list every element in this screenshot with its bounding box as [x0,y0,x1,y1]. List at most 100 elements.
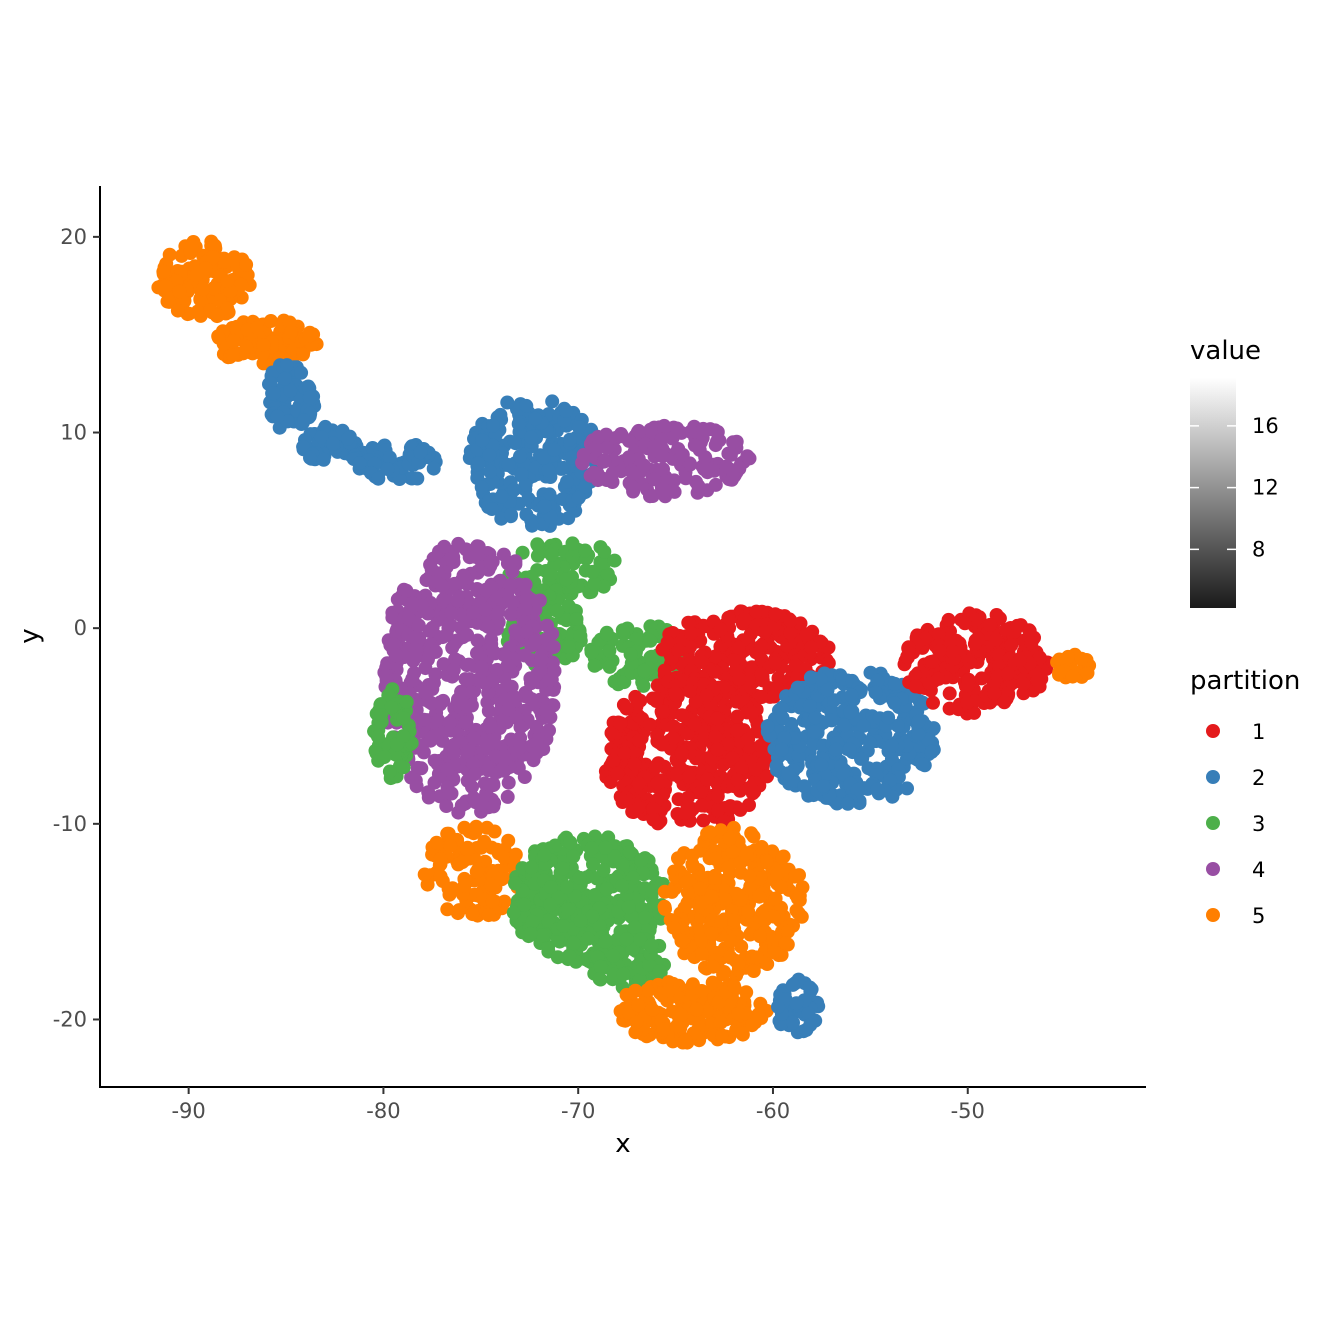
partition-legend-label-4: 4 [1252,858,1265,882]
data-point-partition-4 [405,596,420,611]
data-point-partition-4 [539,704,554,718]
data-point-partition-3 [633,932,648,947]
data-point-partition-1 [631,800,646,815]
data-point-partition-1 [799,627,814,642]
data-point-partition-2 [559,404,574,418]
data-point-partition-3 [567,889,582,904]
data-point-partition-1 [974,671,989,686]
data-point-partition-5 [708,851,723,866]
data-point-partition-4 [411,761,426,775]
data-point-partition-2 [827,693,842,708]
data-point-partition-2 [410,471,425,486]
data-point-partition-4 [464,684,479,699]
data-point-partition-2 [862,735,877,750]
data-point-partition-5 [703,825,718,840]
data-point-partition-5 [234,277,249,292]
data-point-partition-3 [525,914,540,929]
data-point-partition-2 [842,742,857,757]
data-point-partition-4 [647,439,662,454]
data-point-partition-2 [870,673,885,688]
data-point-partition-4 [542,723,556,738]
value-colorbar [1190,378,1236,608]
data-point-partition-4 [742,451,757,466]
data-point-partition-2 [814,757,829,772]
data-point-partition-1 [730,723,744,738]
data-point-partition-2 [563,432,577,447]
data-point-partition-2 [785,977,800,992]
data-point-partition-3 [537,848,552,863]
data-point-partition-1 [1022,624,1037,638]
data-point-partition-5 [628,983,643,998]
data-point-partition-1 [655,737,670,752]
data-point-partition-5 [731,1006,746,1021]
data-point-partition-4 [546,640,561,654]
data-point-partition-3 [644,649,659,664]
data-point-partition-1 [747,784,762,799]
data-point-partition-2 [870,782,885,797]
data-point-partition-5 [172,284,187,299]
data-point-partition-4 [481,704,496,718]
data-point-partition-1 [992,648,1007,662]
data-point-partition-2 [887,696,902,710]
data-point-partition-5 [714,914,729,929]
data-point-partition-3 [555,861,570,876]
data-point-partition-1 [1000,666,1015,681]
data-point-partition-2 [789,996,804,1011]
data-point-partition-3 [586,857,600,872]
data-point-partition-1 [983,617,998,632]
data-point-partition-2 [283,383,298,398]
data-point-partition-2 [820,683,835,698]
data-point-partition-1 [932,643,947,658]
data-point-partition-1 [745,705,760,720]
data-point-partition-5 [263,314,278,328]
data-point-partition-4 [655,449,670,464]
data-point-partition-4 [710,425,725,439]
data-point-partition-4 [466,791,481,805]
data-point-partition-3 [615,878,630,893]
data-point-partition-4 [501,775,516,790]
data-point-partition-2 [824,713,839,728]
data-point-partition-1 [968,612,983,627]
data-point-partition-4 [605,466,620,481]
data-point-partition-5 [465,907,480,922]
data-point-partition-5 [766,909,781,924]
data-point-partition-5 [184,239,199,254]
data-point-partition-1 [1024,635,1039,650]
data-point-partition-5 [700,1004,715,1019]
data-point-partition-1 [926,695,940,710]
data-point-partition-1 [699,688,714,703]
data-point-partition-5 [256,338,271,353]
data-point-partition-4 [500,658,515,673]
data-point-partition-5 [220,274,235,289]
data-point-partition-3 [642,957,657,972]
data-point-partition-4 [505,564,520,579]
data-point-partition-4 [386,637,401,651]
data-point-partition-2 [500,395,515,410]
data-point-partition-1 [671,643,686,658]
data-point-partition-5 [440,902,455,917]
data-point-partition-3 [598,840,613,855]
data-point-partition-5 [226,334,241,349]
data-point-partition-5 [225,348,240,363]
data-point-partition-4 [446,663,461,677]
data-point-partition-2 [856,718,871,733]
data-point-partition-4 [627,466,641,481]
data-point-partition-1 [696,813,711,828]
data-point-partition-5 [753,929,767,944]
data-point-partition-3 [584,645,599,660]
data-point-partition-2 [514,467,529,482]
data-point-partition-4 [597,454,612,469]
data-point-partition-1 [675,708,689,723]
data-point-partition-1 [757,625,772,640]
data-point-partition-1 [941,612,956,627]
data-point-partition-3 [597,544,612,559]
data-point-partition-4 [481,738,496,753]
data-point-partition-4 [444,786,459,801]
data-point-partition-5 [631,998,646,1013]
data-point-partition-5 [497,850,512,865]
data-point-partition-5 [705,975,720,990]
data-point-partition-5 [723,950,738,965]
data-point-partition-2 [270,409,285,424]
data-point-partition-2 [790,680,805,695]
data-point-partition-4 [540,618,555,633]
